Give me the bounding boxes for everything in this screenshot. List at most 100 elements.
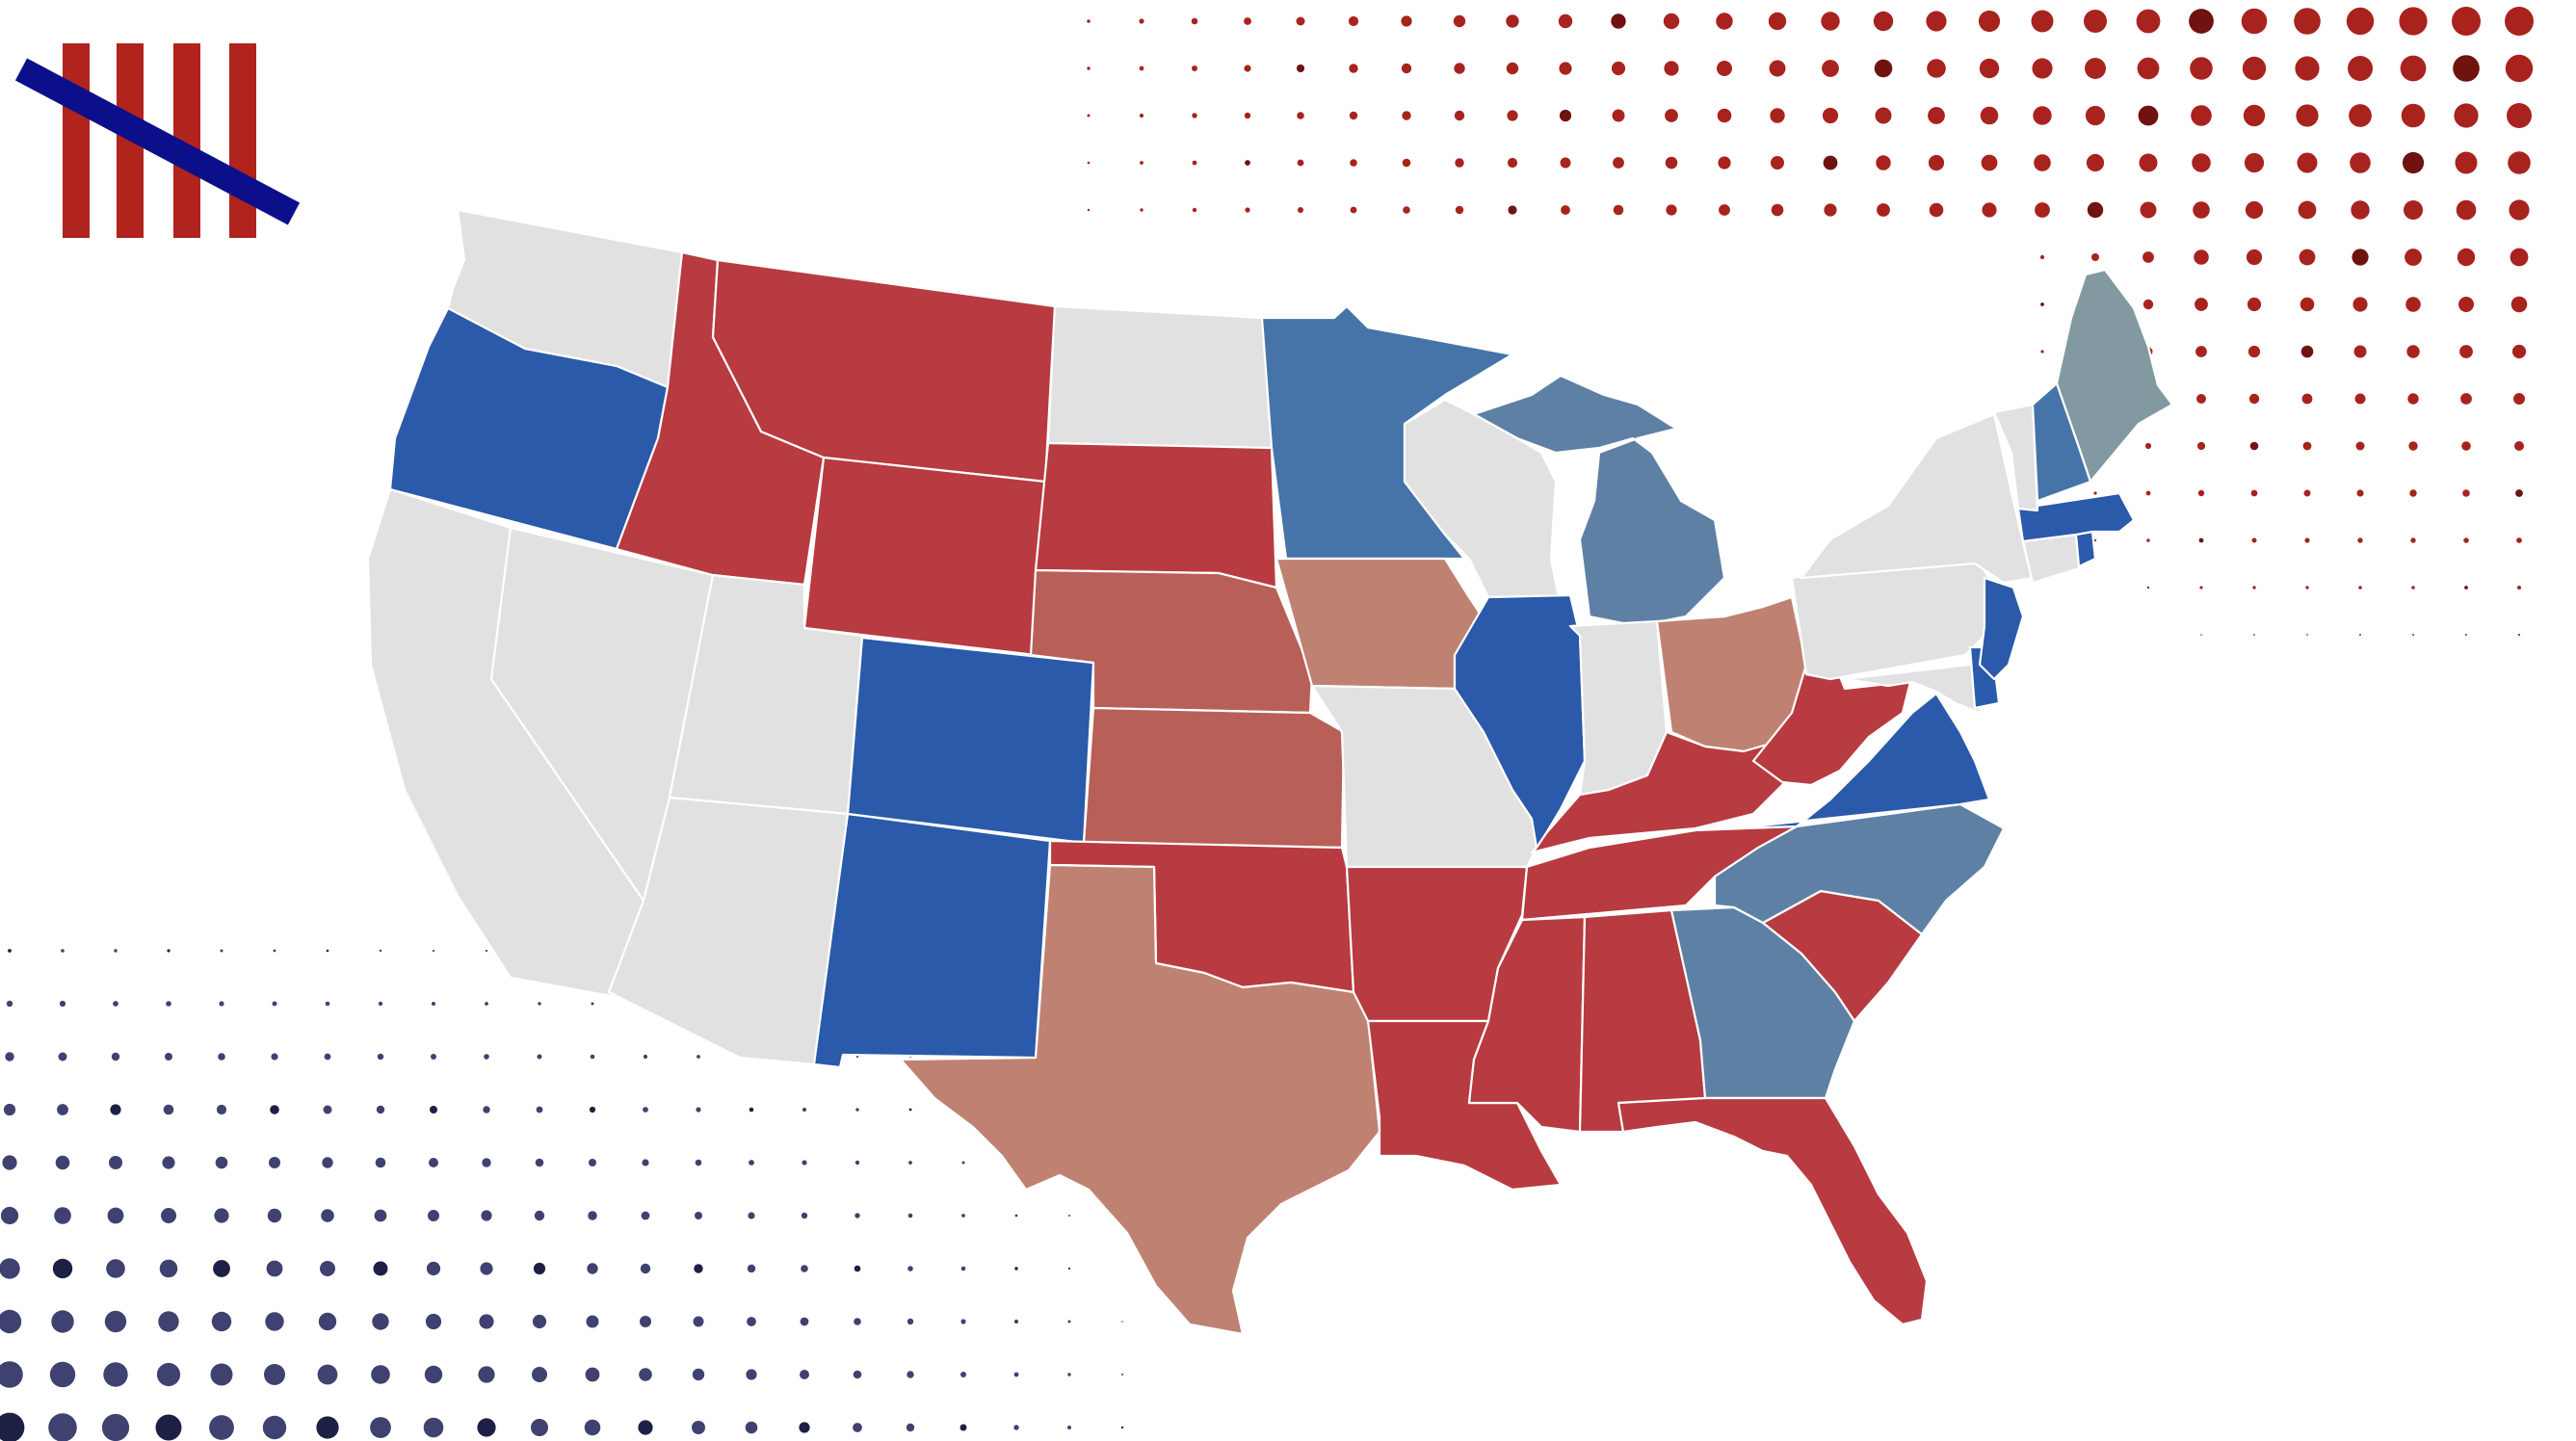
red-halftone-dot [1771,203,1784,217]
navy-halftone-dot [587,1263,598,1274]
navy-halftone-dot [210,1363,233,1386]
navy-halftone-dot [159,1259,178,1278]
red-halftone-dot [1876,155,1891,170]
navy-halftone-dot [855,1055,859,1059]
state-new-jersey[interactable] [1978,576,2025,681]
red-halftone-dot [1244,112,1251,119]
red-halftone-dot [2510,248,2529,267]
navy-halftone-dot [110,1104,121,1115]
red-halftone-dot [2247,345,2261,358]
red-halftone-dot [1348,15,1359,27]
navy-halftone-dot [692,1368,705,1381]
navy-halftone-dot [424,1365,443,1384]
red-halftone-dot [2516,537,2522,543]
navy-halftone-dot [326,949,329,953]
state-massachusetts[interactable] [2016,491,2136,543]
navy-halftone-dot [479,1314,494,1329]
state-connecticut[interactable] [2021,533,2081,585]
red-halftone-dot [2407,393,2419,405]
navy-halftone-dot [1013,1425,1019,1430]
state-north-dakota[interactable] [1046,304,1274,450]
red-halftone-dot [2191,105,2212,126]
red-halftone-dot [2033,106,2052,125]
navy-halftone-dot [534,1210,545,1221]
navy-halftone-dot [265,1312,284,1331]
navy-halftone-dot [906,1423,915,1432]
red-halftone-dot [2404,200,2423,220]
navy-halftone-dot [264,1364,285,1385]
navy-halftone-dot [166,1001,171,1007]
state-kentucky[interactable] [1530,730,1799,854]
red-halftone-dot [2298,200,2317,220]
state-michigan[interactable] [1472,374,1726,628]
navy-halftone-dot [267,1208,282,1223]
red-halftone-dot [2401,103,2426,128]
navy-halftone-dot [370,1417,391,1438]
navy-halftone-dot [373,1261,388,1276]
red-halftone-dot [1665,156,1678,170]
state-rhode-island[interactable] [2074,530,2097,568]
navy-halftone-dot [426,1261,441,1276]
red-halftone-dot [2140,201,2157,219]
red-halftone-dot [1506,14,1519,28]
navy-halftone-dot [1120,1426,1124,1429]
navy-halftone-dot [960,1266,966,1271]
navy-halftone-dot [482,1158,491,1167]
red-halftone-dot [2507,103,2532,128]
state-maine[interactable] [2055,268,2174,484]
red-halftone-dot [2034,154,2051,171]
navy-halftone-dot [477,1418,496,1437]
state-virginia[interactable] [1732,692,1991,830]
red-halftone-dot [1455,205,1464,215]
state-new-mexico[interactable] [812,812,1052,1069]
state-north-carolina[interactable] [1713,802,2006,936]
navy-halftone-dot [746,1369,757,1380]
red-halftone-dot [1822,107,1839,124]
state-wyoming[interactable] [802,456,1047,657]
navy-halftone-dot [693,1316,704,1327]
logo-stripe [63,43,90,238]
state-new-york[interactable] [1800,412,2035,585]
navy-halftone-dot [5,1052,14,1061]
red-halftone-dot [1612,109,1625,122]
red-halftone-dot [2453,55,2480,82]
navy-halftone-dot [908,1161,912,1165]
navy-halftone-dot [802,1108,806,1112]
red-halftone-dot [2031,10,2054,33]
navy-halftone-dot [484,1054,489,1060]
red-halftone-dot [2300,345,2314,358]
red-halftone-dot [1982,202,1997,218]
state-colorado[interactable] [846,636,1095,845]
red-halftone-dot [1139,18,1144,24]
red-halftone-dot [1613,157,1624,169]
state-kansas[interactable] [1082,706,1346,850]
navy-halftone-dot [111,1052,120,1061]
red-halftone-dot [2142,251,2154,263]
red-halftone-dot [2296,104,2319,127]
red-halftone-dot [1087,19,1091,23]
red-halftone-dot [2039,254,2045,260]
navy-halftone-dot [432,1002,435,1006]
red-halftone-dot [1928,154,1945,171]
red-halftone-dot [2410,537,2416,543]
red-halftone-dot [2513,393,2525,405]
red-halftone-dot [2091,253,2099,261]
red-halftone-dot [2139,153,2158,172]
navy-halftone-dot [48,1413,77,1441]
navy-halftone-dot [643,1107,648,1113]
state-texas[interactable] [899,863,1381,1336]
navy-halftone-dots [0,949,1124,1441]
navy-halftone-dot [323,1105,332,1114]
navy-halftone-dot [748,1212,755,1219]
red-halftone-dot [2306,634,2308,636]
state-florida[interactable] [1617,1096,1929,1326]
state-south-dakota[interactable] [1034,441,1278,590]
red-halftone-dot [2197,489,2205,497]
navy-halftone-dot [49,1361,76,1388]
red-halftone-dot [1401,63,1412,74]
navy-halftone-dot [907,1213,913,1218]
state-vermont[interactable] [1992,403,2039,512]
navy-halftone-dot [161,1208,176,1223]
red-halftone-dot [1719,204,1730,216]
navy-halftone-dot [1121,1321,1123,1323]
